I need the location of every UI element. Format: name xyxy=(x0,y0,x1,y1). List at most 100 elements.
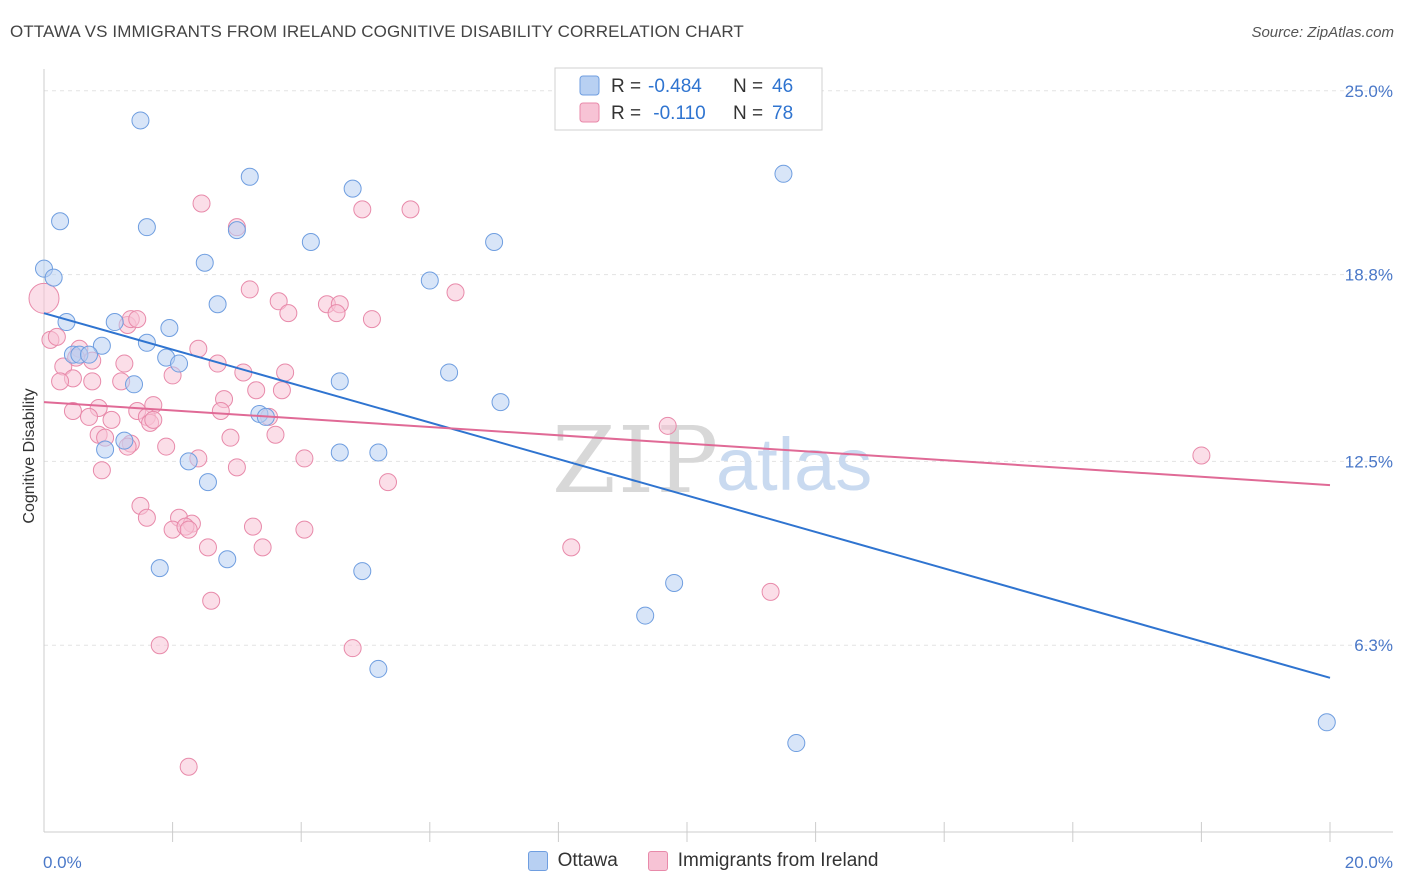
stats-n-value-ireland: 78 xyxy=(772,103,793,124)
x-tick-label: 20.0% xyxy=(1345,853,1393,872)
ireland-point xyxy=(658,416,677,435)
ireland-point xyxy=(102,410,121,429)
ottawa-point xyxy=(353,562,372,581)
ireland-point xyxy=(51,372,70,391)
ireland-point xyxy=(272,381,291,400)
bottom-legend: Ottawa Immigrants from Ireland xyxy=(0,850,1406,872)
ireland-point xyxy=(266,425,285,444)
ireland-trend-line xyxy=(43,401,1331,487)
ireland-point xyxy=(353,200,372,219)
ireland-point xyxy=(192,194,211,213)
ottawa-point xyxy=(420,271,439,290)
ireland-point xyxy=(327,304,346,323)
ireland-point xyxy=(362,310,381,329)
ireland-point xyxy=(247,381,266,400)
legend-swatch-ottawa xyxy=(527,851,548,871)
ireland-point xyxy=(243,517,262,536)
stats-r-value-ireland: -0.110 xyxy=(648,103,706,124)
legend-label-ottawa: Ottawa xyxy=(557,850,618,871)
ottawa-point xyxy=(80,345,99,364)
ireland-point xyxy=(379,473,398,492)
stats-n-value-ottawa: 46 xyxy=(772,76,793,97)
watermark-atlas: atlas xyxy=(716,423,872,506)
ireland-point xyxy=(80,407,99,426)
ireland-point xyxy=(115,354,134,373)
ireland-point xyxy=(401,200,420,219)
ottawa-trend-line xyxy=(43,312,1331,679)
watermark: ZIP atlas xyxy=(552,407,872,514)
ottawa-point xyxy=(440,363,459,382)
source-label: Source: ZipAtlas.com xyxy=(1251,24,1394,41)
ireland-point xyxy=(47,327,66,346)
y-tick-label: 12.5% xyxy=(1345,452,1393,471)
tick-labels: 25.0% 18.8% 12.5% 6.3% 0.0% 20.0% xyxy=(43,82,1393,872)
stats-r-label-ottawa: R = xyxy=(611,76,641,97)
stats-n-label-ireland: N = xyxy=(733,103,763,124)
ireland-point xyxy=(446,283,465,302)
y-axis-title: Cognitive Disability xyxy=(21,388,38,523)
ottawa-point xyxy=(665,573,684,592)
ottawa-point xyxy=(240,167,259,186)
ireland-point xyxy=(240,280,259,299)
y-tick-label: 18.8% xyxy=(1345,266,1393,285)
chart-title: OTTAWA VS IMMIGRANTS FROM IRELAND COGNIT… xyxy=(10,22,744,41)
ottawa-point xyxy=(198,473,217,492)
ottawa-point xyxy=(636,606,655,625)
ireland-point xyxy=(198,538,217,557)
ireland-point xyxy=(276,363,295,382)
x-tick-label: 0.0% xyxy=(43,853,82,872)
ireland-point xyxy=(179,520,198,539)
ireland-point xyxy=(83,372,102,391)
y-tick-label: 6.3% xyxy=(1354,636,1393,655)
ireland-point xyxy=(211,401,230,420)
ottawa-point xyxy=(774,164,793,183)
ireland-point xyxy=(202,591,221,610)
ireland-point xyxy=(128,310,147,329)
ireland-point xyxy=(157,437,176,456)
ottawa-point xyxy=(485,232,504,251)
stats-n-label-ottawa: N = xyxy=(733,76,763,97)
ireland-point xyxy=(295,520,314,539)
stats-r-value-ottawa: -0.484 xyxy=(648,76,702,97)
ireland-point xyxy=(253,538,272,557)
stats-r-label-ireland: R = xyxy=(611,103,641,124)
legend-swatch-ireland xyxy=(647,851,668,871)
ottawa-point xyxy=(115,431,134,450)
ottawa-point xyxy=(787,734,806,753)
series-immigrants-from-ireland-points xyxy=(28,194,1211,776)
ottawa-point xyxy=(125,375,144,394)
ireland-point xyxy=(562,538,581,557)
ottawa-point xyxy=(160,318,179,337)
ottawa-point xyxy=(330,443,349,462)
ottawa-point xyxy=(227,221,246,240)
ireland-point xyxy=(1192,446,1211,465)
legend-item-ottawa[interactable]: Ottawa xyxy=(527,850,618,872)
stats-legend-box xyxy=(554,67,823,131)
stats-legend-blue-swatch xyxy=(579,75,600,96)
ireland-point xyxy=(279,304,298,323)
ireland-point xyxy=(144,410,163,429)
ireland-point xyxy=(92,461,111,480)
ottawa-point xyxy=(369,443,388,462)
ottawa-point xyxy=(105,313,124,332)
ottawa-point xyxy=(195,253,214,272)
legend-label-ireland: Immigrants from Ireland xyxy=(677,850,879,871)
ireland-point xyxy=(137,508,156,527)
ottawa-point xyxy=(330,372,349,391)
ottawa-point xyxy=(208,295,227,314)
ottawa-point xyxy=(44,268,63,287)
ottawa-point xyxy=(301,232,320,251)
ottawa-point xyxy=(51,212,70,231)
ottawa-point xyxy=(1317,713,1336,732)
ottawa-point xyxy=(150,559,169,578)
ireland-point xyxy=(208,354,227,373)
ireland-point xyxy=(150,636,169,655)
ireland-point xyxy=(179,757,198,776)
stats-legend-pink-swatch xyxy=(579,102,600,123)
ireland-point xyxy=(63,401,82,420)
ireland-point xyxy=(221,428,240,447)
legend-item-ireland[interactable]: Immigrants from Ireland xyxy=(647,850,879,872)
ottawa-point xyxy=(92,336,111,355)
ottawa-point xyxy=(369,659,388,678)
ottawa-point xyxy=(96,440,115,459)
